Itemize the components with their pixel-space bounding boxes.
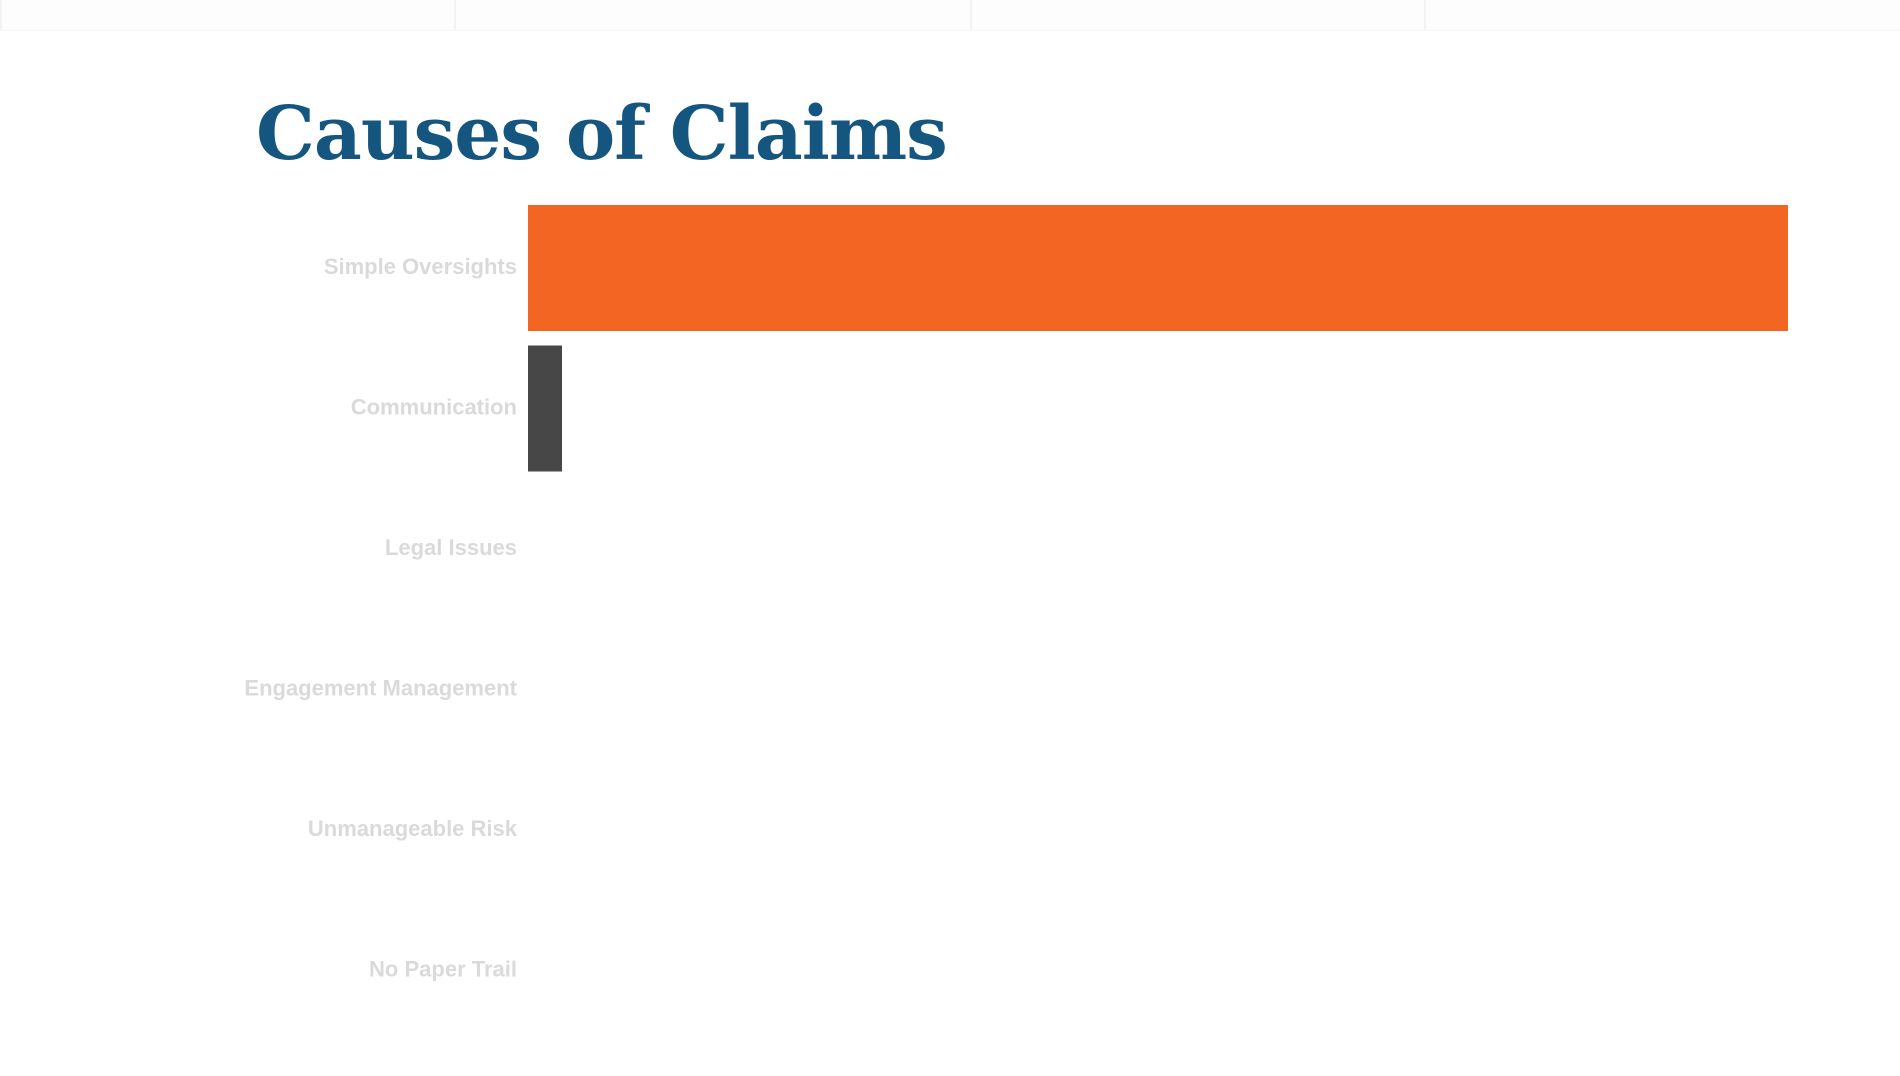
category-label: Communication bbox=[351, 394, 517, 419]
category-label: Unmanageable Risk bbox=[308, 816, 518, 841]
category-label: Legal Issues bbox=[385, 535, 517, 560]
toolbar-segment bbox=[454, 0, 972, 31]
top-toolbar-strip bbox=[0, 0, 1900, 32]
bar-communication bbox=[528, 345, 563, 472]
category-label: Simple Oversights bbox=[324, 254, 517, 279]
category-label: Engagement Management bbox=[244, 675, 517, 700]
chart-title: Causes of Claims bbox=[256, 91, 948, 177]
category-label: No Paper Trail bbox=[369, 956, 517, 981]
toolbar-segment bbox=[0, 0, 456, 31]
toolbar-segment bbox=[1424, 0, 1900, 31]
bar-simple-oversights bbox=[528, 205, 1788, 331]
